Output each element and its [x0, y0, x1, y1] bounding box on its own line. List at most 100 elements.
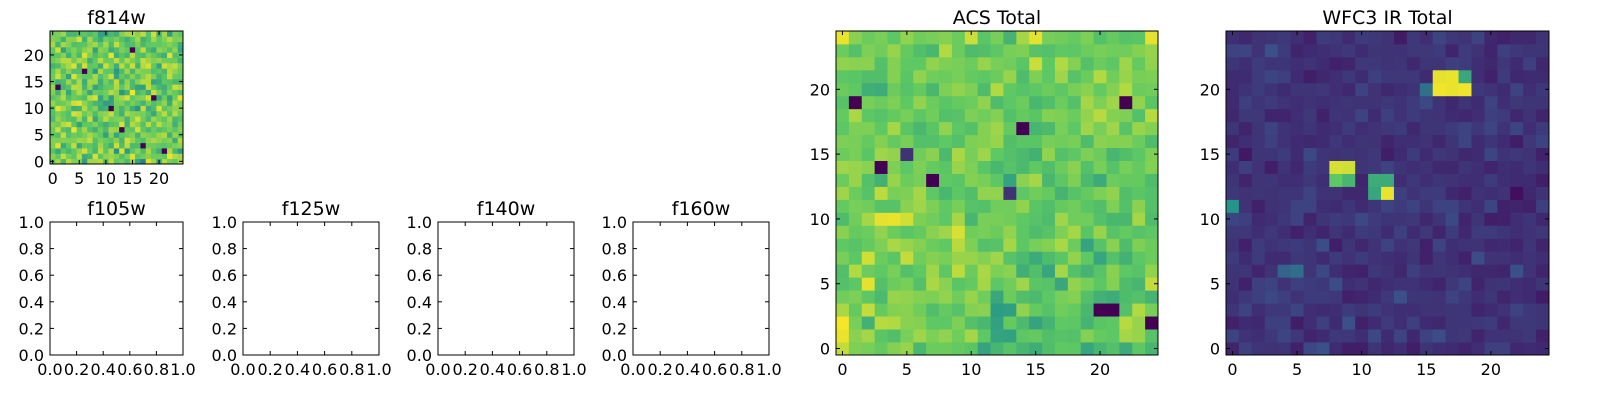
heatmap-cell	[848, 173, 863, 187]
heatmap-cell	[140, 126, 147, 133]
heatmap-cell	[1016, 108, 1030, 123]
heatmap-cell	[97, 68, 104, 74]
heatmap-cell	[1484, 121, 1498, 136]
heatmap-cell	[1368, 342, 1382, 356]
heatmap-cell	[1393, 316, 1408, 330]
heatmap-cell	[939, 82, 953, 97]
heatmap-cell	[1458, 147, 1472, 161]
heatmap-cell	[71, 100, 77, 106]
heatmap-cell	[926, 186, 940, 200]
y-tick-label: 0	[820, 340, 830, 359]
heatmap-cell	[1042, 212, 1056, 226]
heatmap-cell	[145, 68, 152, 74]
heatmap-cell	[1264, 212, 1279, 226]
heatmap-cell	[926, 95, 940, 110]
heatmap-cell	[1432, 31, 1447, 45]
heatmap-cell	[145, 116, 152, 122]
heatmap-cell	[145, 148, 152, 154]
heatmap-cell	[119, 142, 125, 149]
heatmap-cell	[92, 116, 99, 122]
heatmap-cell	[1329, 121, 1343, 136]
heatmap-cell	[1119, 173, 1133, 187]
heatmap-cell	[1277, 95, 1291, 110]
heatmap-cell	[81, 110, 88, 117]
heatmap-cell	[55, 137, 62, 144]
heatmap-cell	[1523, 43, 1537, 58]
heatmap-cell	[124, 41, 131, 48]
heatmap-cell	[161, 57, 168, 64]
heatmap-cell	[1536, 69, 1550, 84]
heatmap-cell	[55, 62, 62, 69]
x-tick-label: 0	[48, 169, 58, 188]
heatmap-cell	[1264, 43, 1279, 58]
heatmap-cell	[167, 89, 173, 96]
heatmap-cell	[71, 126, 77, 133]
y-tick-label: 5	[820, 275, 830, 294]
heatmap-cell	[1316, 303, 1330, 317]
heatmap-cell	[55, 116, 62, 122]
heatmap-cell	[1445, 82, 1459, 97]
heatmap-cell	[1471, 264, 1485, 278]
heatmap-cell	[1355, 264, 1369, 278]
heatmap-cell	[1342, 238, 1356, 252]
heatmap-cell	[1080, 147, 1094, 161]
heatmap-cell	[119, 137, 125, 144]
heatmap-cell	[1145, 290, 1159, 304]
heatmap-cell	[900, 43, 914, 58]
heatmap-cell	[177, 100, 184, 106]
heatmap-cell	[861, 186, 876, 200]
heatmap-cell	[129, 62, 136, 69]
heatmap-cell	[1145, 56, 1159, 71]
heatmap-cell	[1251, 251, 1266, 265]
heatmap-cell	[167, 94, 173, 101]
heatmap-cell	[1132, 251, 1146, 265]
heatmap-cell	[926, 43, 940, 58]
heatmap-cell	[887, 31, 901, 45]
heatmap-cell	[1016, 160, 1030, 174]
heatmap-cell	[172, 142, 179, 149]
heatmap-cell	[1132, 173, 1146, 187]
heatmap-cell	[1132, 264, 1146, 278]
chart-title: ACS Total	[953, 7, 1041, 29]
heatmap-cell	[1238, 95, 1253, 110]
heatmap-cell	[900, 173, 914, 187]
heatmap-cell	[1003, 186, 1017, 200]
heatmap-cell	[1277, 134, 1291, 149]
heatmap-cell	[1393, 277, 1408, 291]
heatmap-cell	[939, 329, 953, 343]
heatmap-cell	[145, 142, 152, 149]
heatmap-cell	[1264, 290, 1279, 304]
heatmap-cell	[1067, 95, 1082, 110]
heatmap-cell	[1226, 147, 1240, 161]
heatmap-cell	[874, 121, 888, 136]
heatmap-cell	[926, 173, 940, 187]
heatmap-cell	[140, 116, 147, 122]
heatmap-cell	[1106, 95, 1120, 110]
heatmap-cell	[81, 153, 88, 160]
heatmap-cell	[76, 62, 83, 69]
heatmap-cell	[167, 158, 173, 165]
heatmap-cell	[156, 78, 163, 85]
heatmap-cell	[1406, 31, 1421, 45]
heatmap-cell	[92, 153, 99, 160]
heatmap-cell	[145, 158, 152, 165]
heatmap-cell	[1251, 186, 1266, 200]
heatmap-cell	[848, 342, 863, 356]
heatmap-cell	[65, 68, 72, 74]
heatmap-cell	[1393, 43, 1408, 58]
heatmap-cell	[1029, 238, 1043, 252]
y-tick-label: 0.0	[212, 346, 237, 365]
heatmap-cell	[1432, 108, 1447, 123]
heatmap-cell	[887, 160, 901, 174]
heatmap-cell	[1458, 264, 1472, 278]
heatmap-cell	[119, 78, 125, 85]
heatmap-cell	[990, 186, 1004, 200]
heatmap-cell	[1003, 277, 1017, 291]
heatmap-cell	[1342, 160, 1356, 174]
heatmap-cell	[990, 147, 1004, 161]
heatmap-cell	[177, 121, 184, 128]
heatmap-cell	[1093, 147, 1107, 161]
heatmap-cell	[1106, 43, 1120, 58]
heatmap-cell	[55, 153, 62, 160]
heatmap-cell	[87, 57, 93, 64]
